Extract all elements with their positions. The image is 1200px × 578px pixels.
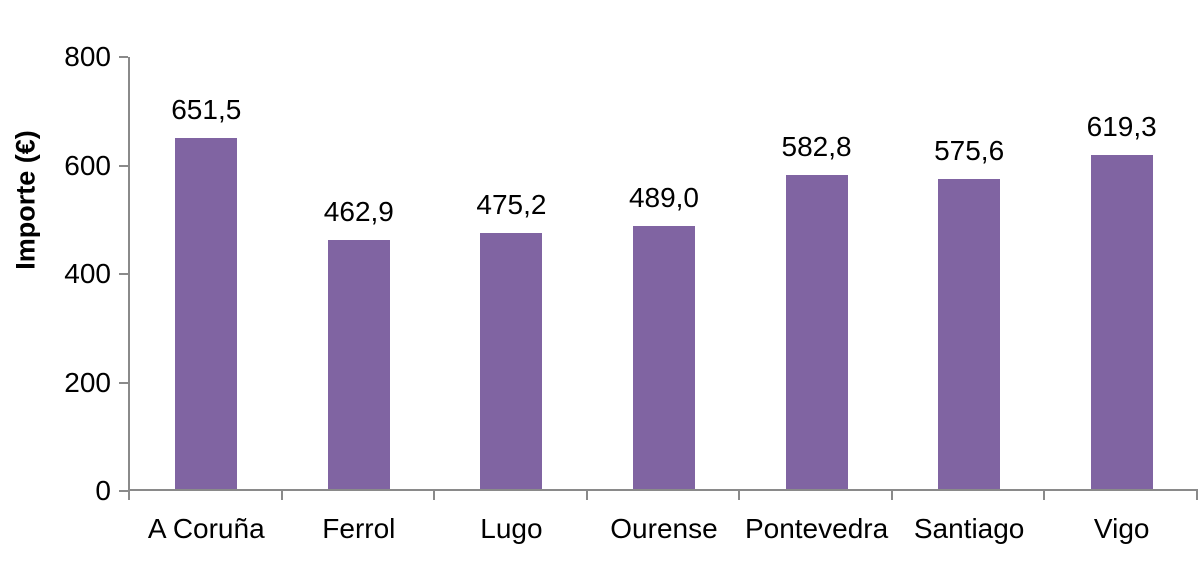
x-tick-mark	[280, 491, 283, 500]
category-label: Pontevedra	[744, 513, 889, 544]
x-axis-line	[128, 489, 1198, 491]
bar-value-label: 489,0	[628, 181, 700, 213]
bar-value-label: 619,3	[1086, 111, 1157, 143]
x-tick-mark	[1196, 491, 1198, 500]
category-label: Ferrol	[322, 513, 396, 544]
category-label: Ourense	[610, 513, 718, 544]
x-tick-mark	[890, 491, 893, 500]
category-label: A Coruña	[147, 513, 265, 544]
category-label: Vigo	[1093, 513, 1150, 544]
y-axis-title: Importe (€)	[10, 130, 41, 270]
y-tick-mark	[119, 490, 128, 492]
y-tick-label: 200	[64, 366, 111, 398]
x-tick-mark	[585, 491, 588, 500]
y-tick-mark	[119, 273, 128, 275]
bar-value-label: 462,9	[323, 195, 394, 227]
x-tick-mark	[128, 491, 130, 500]
y-tick-mark	[119, 56, 128, 58]
y-tick-label: 800	[64, 41, 111, 72]
bar-value-label: 475,2	[476, 189, 547, 221]
category-label: Santiago	[913, 513, 1025, 544]
bar	[480, 233, 543, 490]
bar	[175, 137, 238, 490]
category-label: Lugo	[480, 513, 543, 544]
x-tick-mark	[1043, 491, 1046, 500]
y-tick-label: 600	[64, 149, 111, 181]
bar	[633, 225, 695, 490]
bar-value-label: 575,6	[934, 134, 1005, 166]
x-tick-mark	[433, 491, 436, 500]
y-tick-label: 0	[95, 475, 111, 506]
y-tick-label: 400	[64, 258, 111, 289]
bar-value-label: 651,5	[171, 93, 242, 125]
y-tick-mark	[119, 381, 128, 384]
bar	[938, 178, 1001, 490]
y-tick-mark	[119, 164, 128, 167]
bar	[785, 174, 848, 490]
x-tick-mark	[738, 491, 741, 500]
bar	[1090, 155, 1153, 490]
bar-value-label: 582,8	[781, 130, 852, 162]
y-axis-line	[128, 57, 130, 491]
bar	[327, 239, 390, 490]
